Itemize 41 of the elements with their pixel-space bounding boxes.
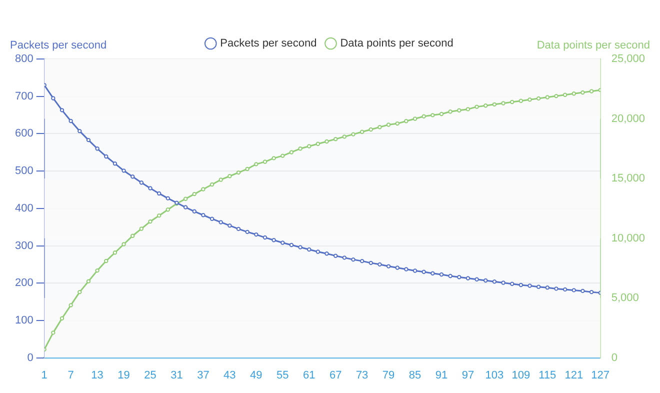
y-tick-label: 200 <box>14 277 34 290</box>
x-tick-label: 115 <box>538 369 556 382</box>
y-tick-label: 500 <box>14 165 34 178</box>
x-tick-label: 7 <box>68 369 74 382</box>
x-tick-label: 73 <box>356 369 368 382</box>
x-tick-label: 103 <box>485 369 504 382</box>
x-tick-label: 13 <box>91 369 104 382</box>
y2-tick-label: 5,000 <box>611 292 639 304</box>
x-tick-label: 127 <box>591 369 610 382</box>
x-tick-label: 31 <box>170 369 183 382</box>
y2-tick-label: 25,000 <box>611 53 646 66</box>
legend-label: Packets per second <box>220 38 317 50</box>
x-tick-label: 97 <box>462 369 474 382</box>
x-tick-label: 1 <box>41 369 48 382</box>
x-tick-label: 55 <box>276 369 289 382</box>
x-tick-label: 43 <box>224 369 236 382</box>
y-tick-label: 800 <box>14 53 34 66</box>
y-tick-label: 300 <box>14 240 34 252</box>
x-tick-label: 61 <box>302 369 316 382</box>
x-tick-label: 85 <box>408 369 422 382</box>
y-tick-label: 100 <box>14 314 34 326</box>
x-tick-label: 49 <box>250 369 262 382</box>
x-tick-label: 91 <box>435 369 448 382</box>
legend-label: Data points per second <box>340 38 454 50</box>
x-tick-label: 37 <box>197 369 210 382</box>
x-tick-label: 25 <box>144 369 156 382</box>
x-tick-label: 109 <box>512 369 530 382</box>
y2-tick-label: 20,000 <box>611 112 646 125</box>
x-tick-label: 79 <box>382 369 395 382</box>
x-tick-label: 19 <box>118 369 130 382</box>
x-tick-label: 67 <box>329 369 342 382</box>
x-tick-label: 121 <box>564 369 584 382</box>
y-tick-label: 700 <box>14 90 34 102</box>
y-axis-title: Packets per second <box>10 40 107 52</box>
y2-tick-label: 0 <box>611 352 618 364</box>
y2-tick-label: 10,000 <box>611 232 646 244</box>
y-tick-label: 600 <box>14 128 34 140</box>
y2-axis-title: Data points per second <box>536 40 650 52</box>
y-tick-label: 400 <box>14 202 34 214</box>
y2-tick-label: 15,000 <box>611 172 646 185</box>
y-tick-label: 0 <box>27 352 34 364</box>
